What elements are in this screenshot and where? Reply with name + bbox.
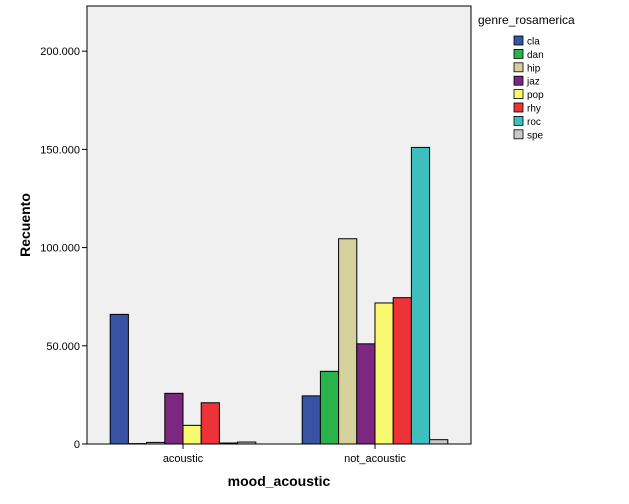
bar-rhy-acoustic [200,402,220,445]
y-tick-label: 200.000 [40,46,80,58]
x-tick-label: not_acoustic [344,453,406,465]
bar-spe-not_acoustic [429,439,449,445]
bars [109,146,449,445]
x-axis-ticks: acoustic not_acoustic [163,444,406,465]
bar-roc-not_acoustic [410,146,431,445]
bar-rhy-not_acoustic [392,297,412,445]
bar-hip-acoustic [146,441,166,445]
x-axis-title: mood_acoustic [228,473,331,489]
legend-swatch-dan [513,49,524,59]
y-tick-label: 150.000 [40,144,80,156]
legend-swatch-jaz [513,75,524,86]
y-tick-label: 50.000 [46,341,80,353]
legend-swatch-cla [513,35,524,46]
legend-label-cla: cla [527,37,540,48]
y-axis-ticks: 0 50.000 100.000 150.000 200.000 [40,46,87,451]
bar-pop-not_acoustic [374,302,394,445]
x-tick-label: acoustic [163,453,204,465]
y-tick-label: 100.000 [40,243,80,255]
bar-dan-not_acoustic [319,370,340,445]
y-axis-title: Recuento [17,193,33,257]
legend-label-roc: roc [527,117,541,128]
bar-cla-not_acoustic [301,395,321,445]
bar-cla-acoustic [109,313,129,445]
legend-label-rhy: rhy [527,104,541,115]
bar-jaz-not_acoustic [356,343,376,445]
legend-items: cla dan hip jaz pop rhy roc spe [513,35,544,141]
legend-label-jaz: jaz [526,77,540,88]
legend-swatch-pop [513,89,524,99]
legend-swatch-roc [513,116,524,126]
bar-pop-acoustic [182,424,202,445]
legend-label-pop: pop [527,90,544,101]
legend-swatch-rhy [513,102,524,113]
legend-swatch-spe [513,129,524,140]
legend-swatch-hip [513,62,524,73]
bar-jaz-acoustic [164,392,184,445]
legend-label-spe: spe [527,130,544,141]
legend: genre_rosamerica cla dan hip jaz pop rhy roc sp… [478,13,575,141]
bar-hip-not_acoustic [338,238,358,445]
legend-label-hip: hip [527,63,541,74]
bar-spe-acoustic [237,441,257,445]
bar-roc-acoustic [218,442,239,445]
y-tick-label: 0 [74,439,80,451]
legend-title: genre_rosamerica [478,13,575,27]
legend-label-dan: dan [527,50,544,61]
